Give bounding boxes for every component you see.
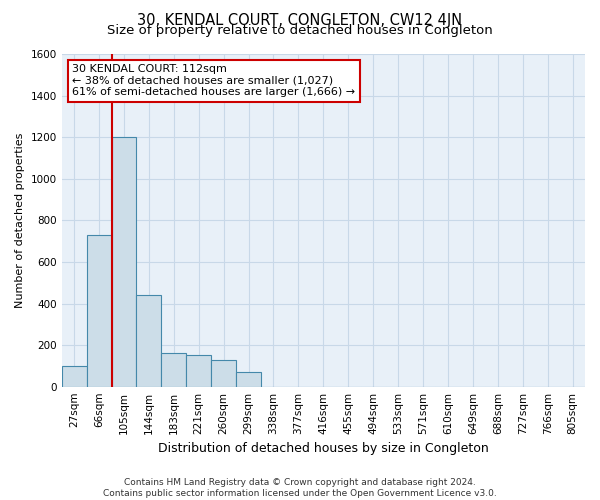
Bar xyxy=(161,354,186,386)
Text: Contains HM Land Registry data © Crown copyright and database right 2024.
Contai: Contains HM Land Registry data © Crown c… xyxy=(103,478,497,498)
Text: 30, KENDAL COURT, CONGLETON, CW12 4JN: 30, KENDAL COURT, CONGLETON, CW12 4JN xyxy=(137,12,463,28)
Bar xyxy=(186,356,211,386)
Bar xyxy=(136,295,161,386)
Bar xyxy=(86,235,112,386)
Text: 30 KENDAL COURT: 112sqm
← 38% of detached houses are smaller (1,027)
61% of semi: 30 KENDAL COURT: 112sqm ← 38% of detache… xyxy=(72,64,355,97)
Y-axis label: Number of detached properties: Number of detached properties xyxy=(15,132,25,308)
X-axis label: Distribution of detached houses by size in Congleton: Distribution of detached houses by size … xyxy=(158,442,489,455)
Bar xyxy=(62,366,86,386)
Bar xyxy=(236,372,261,386)
Bar xyxy=(112,137,136,386)
Bar xyxy=(211,360,236,386)
Text: Size of property relative to detached houses in Congleton: Size of property relative to detached ho… xyxy=(107,24,493,37)
